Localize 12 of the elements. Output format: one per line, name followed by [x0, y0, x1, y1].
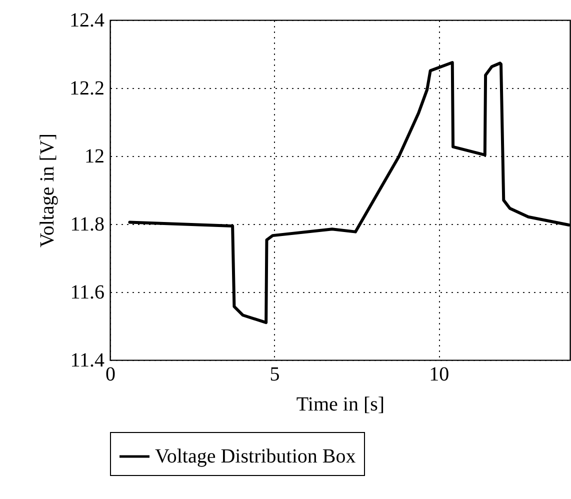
- x-axis-title: Time in [s]: [296, 394, 385, 416]
- y-tick-label: 11.6: [70, 282, 104, 304]
- y-tick-label: 11.8: [70, 214, 104, 236]
- y-tick-label: 12.4: [70, 10, 104, 32]
- y-tick-label: 12.2: [70, 78, 104, 100]
- x-tick-label: 5: [270, 364, 280, 386]
- x-tick-label: 0: [106, 364, 116, 386]
- y-axis-title: Voltage in [V]: [36, 133, 58, 248]
- y-tick-label: 12: [84, 146, 104, 168]
- y-tick-label: 11.4: [70, 350, 104, 372]
- x-tick-label: 10: [429, 364, 450, 386]
- legend-label: Voltage Distribution Box: [155, 446, 356, 468]
